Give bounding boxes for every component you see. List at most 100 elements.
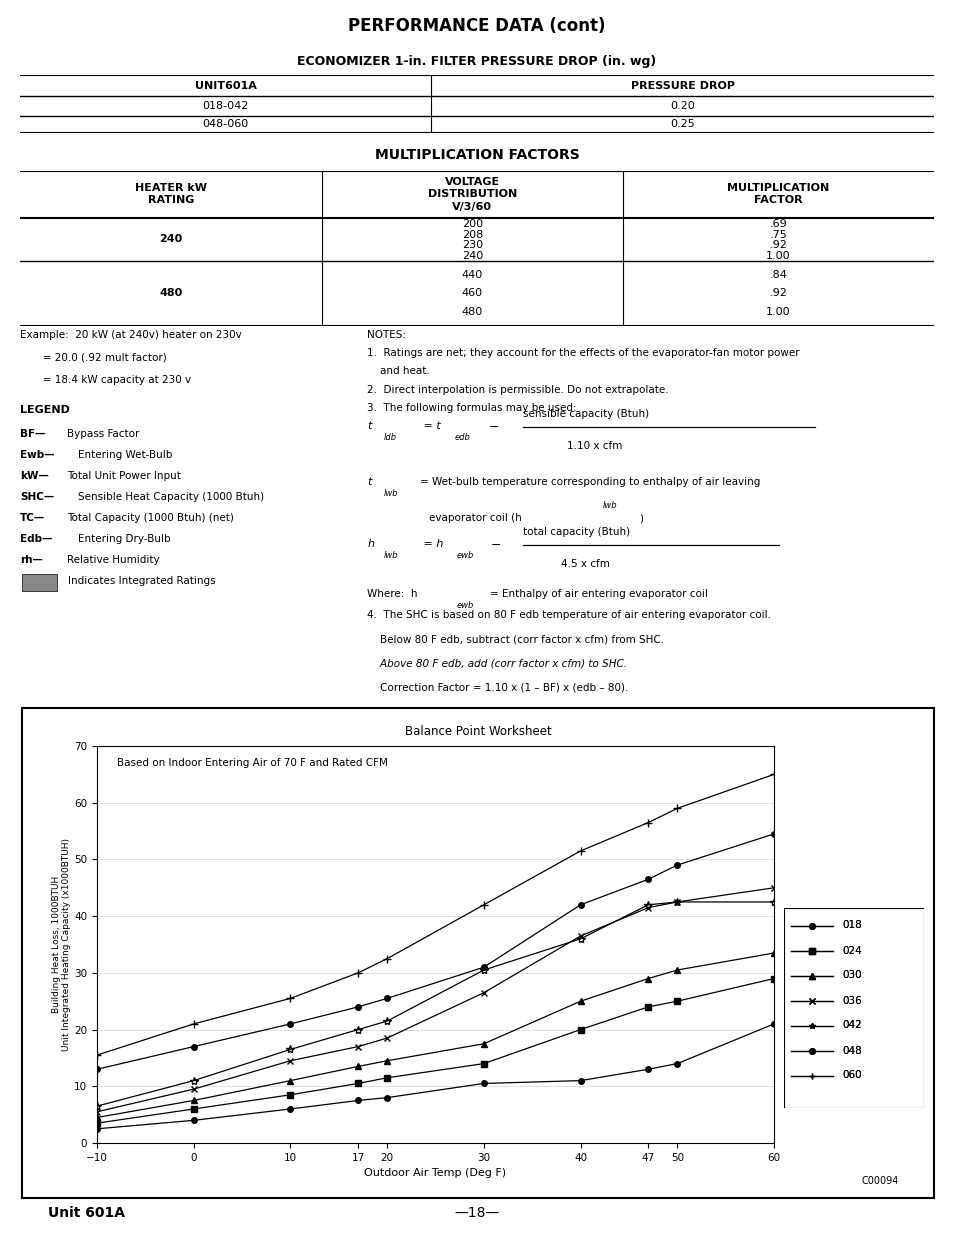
060 bbox=[642, 815, 654, 830]
Text: ECONOMIZER 1-in. FILTER PRESSURE DROP (in. wg): ECONOMIZER 1-in. FILTER PRESSURE DROP (i… bbox=[297, 54, 656, 68]
Text: VOLTAGE
DISTRIBUTION
V/3/60: VOLTAGE DISTRIBUTION V/3/60 bbox=[427, 177, 517, 211]
Text: LEGEND: LEGEND bbox=[20, 405, 70, 415]
Text: 036: 036 bbox=[841, 995, 862, 1005]
Text: 200: 200 bbox=[461, 219, 482, 228]
036 bbox=[352, 1039, 363, 1053]
060 bbox=[352, 966, 363, 981]
018 bbox=[671, 1056, 682, 1071]
Text: Entering Dry-Bulb: Entering Dry-Bulb bbox=[78, 534, 171, 543]
Line: 042: 042 bbox=[92, 898, 778, 1110]
018 bbox=[575, 1073, 586, 1088]
024 bbox=[188, 1102, 199, 1116]
Text: SHC—: SHC— bbox=[20, 492, 54, 501]
Text: HEATER kW
RATING: HEATER kW RATING bbox=[134, 183, 207, 205]
Line: 018: 018 bbox=[94, 1021, 776, 1131]
018 bbox=[352, 1093, 363, 1108]
018 bbox=[284, 1102, 295, 1116]
024 bbox=[671, 994, 682, 1009]
Text: ): ) bbox=[639, 513, 643, 522]
036 bbox=[91, 1104, 103, 1119]
024 bbox=[575, 1023, 586, 1037]
036 bbox=[381, 1031, 393, 1046]
024 bbox=[381, 1071, 393, 1086]
Text: 480: 480 bbox=[461, 308, 482, 317]
Text: = 20.0 (.92 mult factor): = 20.0 (.92 mult factor) bbox=[20, 352, 167, 362]
042 bbox=[767, 894, 779, 909]
Text: 048: 048 bbox=[841, 1046, 862, 1056]
018 bbox=[91, 1121, 103, 1136]
Text: 5.  Integrated capacity is maximum (instantaneous) capacity less the effect of f: 5. Integrated capacity is maximum (insta… bbox=[367, 711, 803, 721]
042 bbox=[381, 1014, 393, 1029]
036 bbox=[575, 929, 586, 944]
Line: 024: 024 bbox=[94, 976, 776, 1126]
Text: 018: 018 bbox=[841, 920, 862, 930]
060 bbox=[91, 1047, 103, 1062]
Text: 1.10 x cfm: 1.10 x cfm bbox=[566, 441, 621, 451]
Text: and heat.: and heat. bbox=[367, 367, 430, 377]
Text: 480: 480 bbox=[159, 289, 182, 299]
Text: 042: 042 bbox=[841, 1020, 862, 1030]
048 bbox=[188, 1039, 199, 1053]
048 bbox=[477, 960, 489, 974]
Text: NOTES:: NOTES: bbox=[367, 330, 406, 340]
Text: ewb: ewb bbox=[456, 551, 474, 559]
030 bbox=[381, 1053, 393, 1068]
Text: 048-060: 048-060 bbox=[202, 120, 249, 130]
030 bbox=[188, 1093, 199, 1108]
048 bbox=[381, 990, 393, 1005]
024 bbox=[284, 1087, 295, 1102]
Text: 024: 024 bbox=[841, 946, 862, 956]
042 bbox=[91, 1099, 103, 1114]
Text: TC—: TC— bbox=[20, 513, 45, 522]
036 bbox=[188, 1082, 199, 1097]
Text: Unit 601A: Unit 601A bbox=[48, 1207, 125, 1220]
Text: t: t bbox=[367, 421, 372, 431]
Text: 018-042: 018-042 bbox=[202, 101, 249, 111]
048 bbox=[642, 872, 654, 887]
030 bbox=[91, 1110, 103, 1125]
030 bbox=[671, 962, 682, 977]
Text: total capacity (Btuh): total capacity (Btuh) bbox=[522, 527, 629, 537]
Text: 048: 048 bbox=[841, 1046, 862, 1056]
Text: 060: 060 bbox=[841, 1071, 862, 1081]
Text: PERFORMANCE DATA (cont): PERFORMANCE DATA (cont) bbox=[348, 17, 605, 35]
024 bbox=[477, 1056, 489, 1071]
Text: 440: 440 bbox=[461, 270, 482, 280]
Text: Edb—: Edb— bbox=[20, 534, 52, 543]
036 bbox=[477, 986, 489, 1000]
Text: C00094: C00094 bbox=[861, 1176, 898, 1186]
Text: .69: .69 bbox=[769, 219, 786, 228]
Text: .92: .92 bbox=[769, 241, 787, 251]
024 bbox=[352, 1076, 363, 1091]
Text: lwb: lwb bbox=[383, 489, 398, 498]
060 bbox=[188, 1016, 199, 1031]
Text: 230: 230 bbox=[461, 241, 482, 251]
Text: BF—: BF— bbox=[20, 429, 46, 438]
Line: 048: 048 bbox=[94, 831, 776, 1072]
030 bbox=[284, 1073, 295, 1088]
018 bbox=[477, 1076, 489, 1091]
Text: 0.20: 0.20 bbox=[670, 101, 695, 111]
Text: Sensible Heat Capacity (1000 Btuh): Sensible Heat Capacity (1000 Btuh) bbox=[78, 492, 264, 501]
036 bbox=[767, 881, 779, 895]
042 bbox=[352, 1023, 363, 1037]
Text: −: − bbox=[488, 421, 498, 433]
042 bbox=[671, 894, 682, 909]
FancyBboxPatch shape bbox=[783, 908, 923, 1108]
Text: Example:  20 kW (at 240v) heater on 230v: Example: 20 kW (at 240v) heater on 230v bbox=[20, 330, 241, 340]
042 bbox=[284, 1042, 295, 1057]
Text: edb: edb bbox=[455, 433, 471, 442]
Text: Above 80 F edb, add (corr factor x cfm) to SHC.: Above 80 F edb, add (corr factor x cfm) … bbox=[367, 658, 627, 668]
060 bbox=[671, 802, 682, 816]
036 bbox=[671, 894, 682, 909]
048 bbox=[91, 1062, 103, 1077]
048 bbox=[575, 898, 586, 913]
042 bbox=[188, 1073, 199, 1088]
Text: kW—: kW— bbox=[20, 471, 49, 480]
Text: lwb: lwb bbox=[602, 501, 618, 510]
048 bbox=[671, 857, 682, 872]
048 bbox=[352, 999, 363, 1014]
018 bbox=[767, 1016, 779, 1031]
Text: MULTIPLICATION FACTORS: MULTIPLICATION FACTORS bbox=[375, 148, 578, 162]
Text: Bypass Factor: Bypass Factor bbox=[67, 429, 139, 438]
